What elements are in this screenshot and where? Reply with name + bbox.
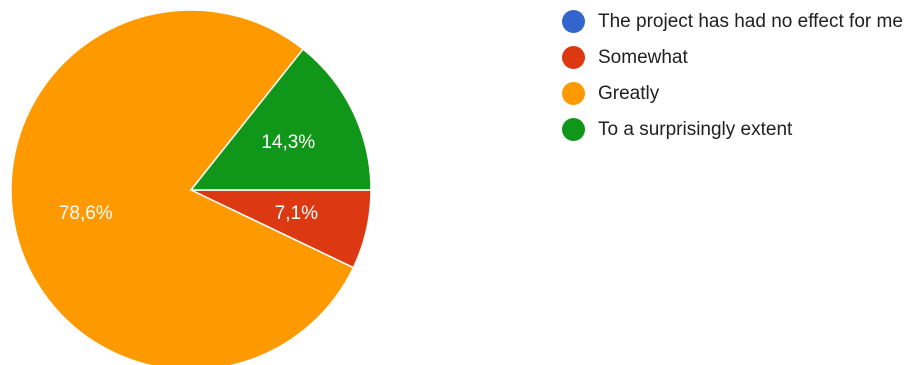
legend-item-somewhat[interactable]: Somewhat [562,44,912,71]
slice-label-surprisingly: 14,3% [261,132,315,153]
legend-item-surprisingly[interactable]: To a surprisingly extent [562,116,912,143]
pie-slice-greatly[interactable] [10,9,355,365]
slice-label-greatly: 78,6% [59,203,113,224]
legend-item-greatly[interactable]: Greatly [562,80,912,107]
legend-swatch-no-effect [562,10,585,33]
legend-label-surprisingly: To a surprisingly extent [598,119,793,140]
legend-item-no-effect[interactable]: The project has had no effect for me [562,8,912,35]
legend-label-somewhat: Somewhat [598,47,688,68]
chart-legend: The project has had no effect for me Som… [562,8,912,152]
legend-label-no-effect: The project has had no effect for me [598,11,903,32]
legend-swatch-greatly [562,82,585,105]
slice-label-somewhat: 7,1% [275,203,318,224]
legend-label-greatly: Greatly [598,83,660,104]
legend-swatch-somewhat [562,46,585,69]
pie-slice-surprisingly[interactable] [189,48,372,191]
legend-swatch-surprisingly [562,118,585,141]
